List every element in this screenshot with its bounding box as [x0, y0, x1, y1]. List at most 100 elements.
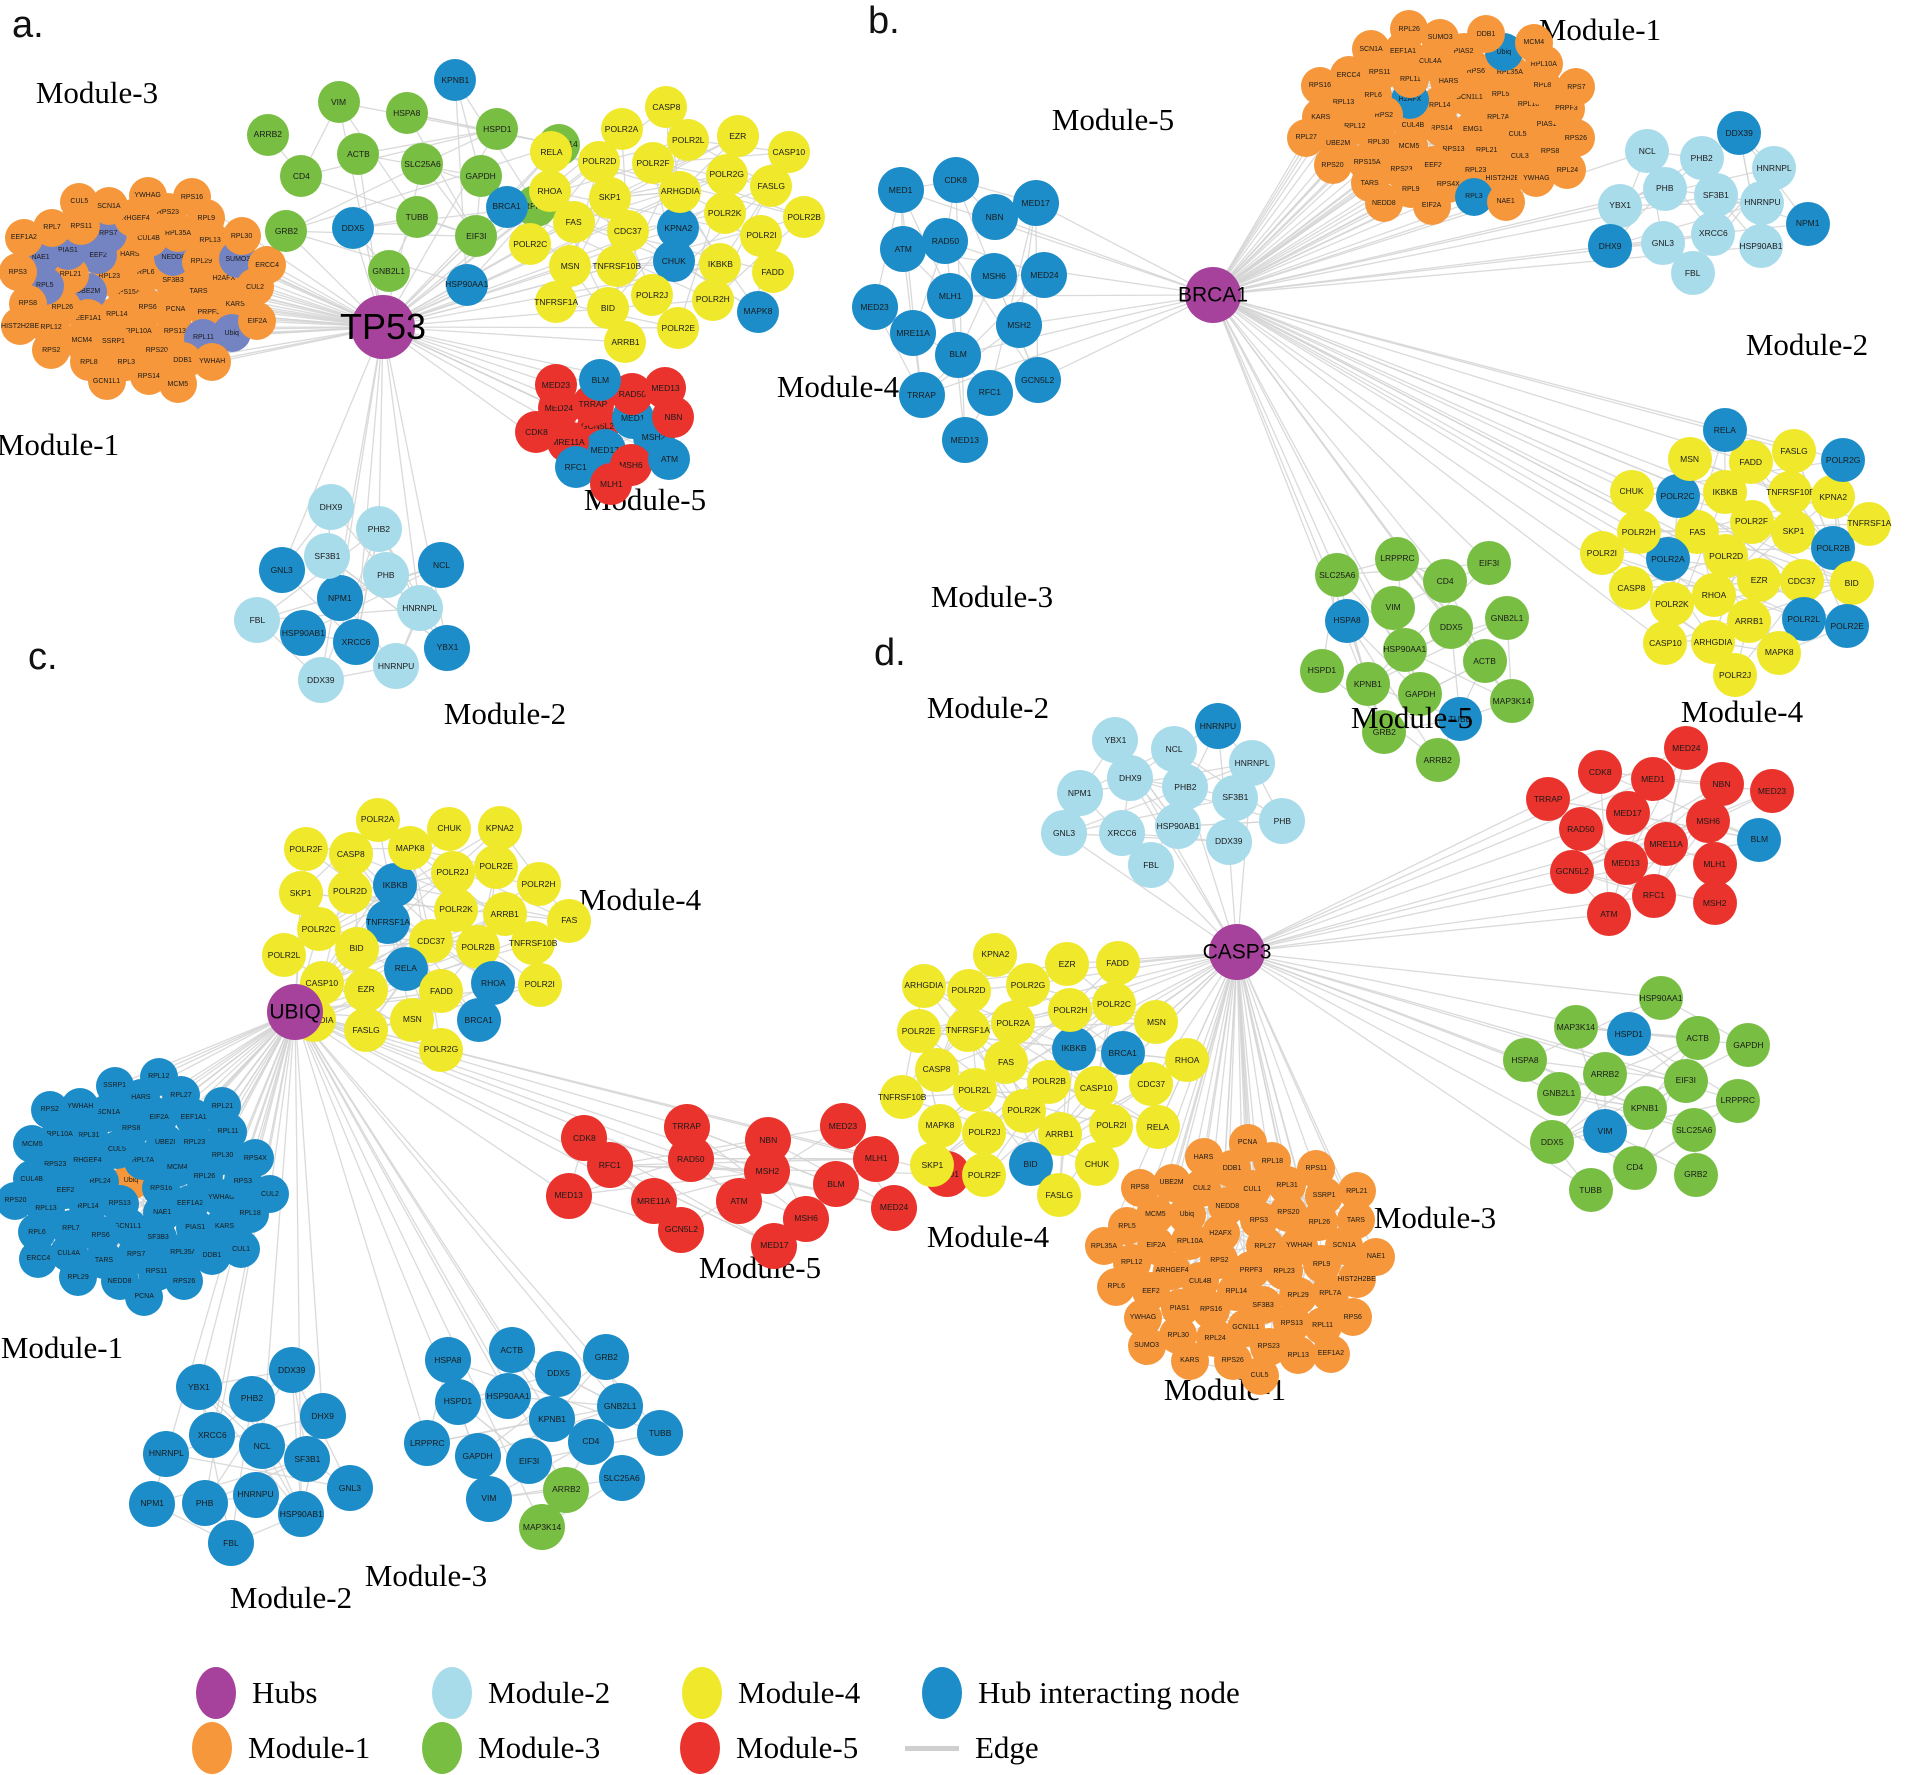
network-node[interactable]: RPS26: [165, 1262, 204, 1301]
network-node[interactable]: NAE1: [1357, 1237, 1395, 1276]
network-node[interactable]: RPL21: [203, 1087, 242, 1126]
network-node[interactable]: POLR2E: [657, 306, 700, 349]
network-node[interactable]: GCN5L2: [1014, 356, 1061, 403]
network-node[interactable]: TNFRSF10B: [592, 244, 641, 287]
network-node[interactable]: MED17: [1012, 179, 1059, 226]
network-node[interactable]: EZR: [344, 967, 389, 1012]
network-node[interactable]: MED24: [1021, 251, 1068, 298]
network-node[interactable]: YWHAG: [128, 176, 167, 215]
network-node[interactable]: CDC37: [1129, 1061, 1174, 1106]
network-node[interactable]: MAP3K14: [1489, 679, 1534, 724]
network-node[interactable]: RPS8: [1120, 1168, 1159, 1207]
network-node[interactable]: HIST2H2BE: [1, 307, 39, 346]
network-node[interactable]: LRPPRC: [404, 1420, 451, 1467]
network-node[interactable]: MSH6: [971, 253, 1018, 300]
network-node[interactable]: HSPD1: [476, 107, 519, 150]
network-node[interactable]: SSRP1: [95, 1066, 134, 1105]
network-node[interactable]: RPS3: [0, 253, 37, 292]
network-node[interactable]: CUL1: [222, 1230, 261, 1269]
network-node[interactable]: HSPA8: [424, 1337, 471, 1384]
network-node[interactable]: POLR2D: [328, 869, 373, 914]
network-node[interactable]: SLC25A6: [598, 1455, 645, 1502]
network-node[interactable]: MLH1: [927, 272, 974, 319]
network-node[interactable]: HSP90AB1: [1738, 224, 1783, 269]
network-node[interactable]: ARHGDIA: [901, 963, 946, 1008]
network-node[interactable]: POLR2C: [509, 223, 552, 266]
network-node[interactable]: RPL21: [1337, 1172, 1376, 1211]
network-node[interactable]: BID: [586, 287, 629, 330]
network-node[interactable]: DDX39: [1717, 111, 1762, 156]
network-node[interactable]: HNRNPL: [143, 1430, 190, 1477]
network-node[interactable]: POLR2C: [1655, 474, 1700, 519]
network-node[interactable]: VIM: [1371, 585, 1416, 630]
network-node[interactable]: XRCC6: [333, 619, 380, 666]
network-node[interactable]: RPL3: [1454, 177, 1493, 216]
network-node[interactable]: MED23: [819, 1103, 866, 1150]
network-node[interactable]: HSPD1: [1299, 648, 1344, 693]
network-node[interactable]: BLM: [812, 1161, 859, 1208]
network-node[interactable]: KPNB1: [434, 59, 477, 102]
network-node[interactable]: DDX39: [297, 657, 344, 704]
network-node[interactable]: ACTB: [1462, 639, 1507, 684]
network-node[interactable]: DHX9: [307, 484, 354, 531]
network-node[interactable]: POLR2H: [691, 278, 734, 321]
network-node[interactable]: NCL: [1151, 726, 1198, 773]
network-node[interactable]: NCL: [1625, 129, 1670, 174]
network-node[interactable]: PCNA: [1228, 1123, 1267, 1162]
network-node[interactable]: PHB2: [228, 1375, 275, 1422]
network-node[interactable]: CASP8: [1609, 565, 1654, 610]
network-node[interactable]: FAS: [547, 898, 592, 943]
network-node[interactable]: NCL: [418, 541, 465, 588]
network-node[interactable]: EZR: [1737, 558, 1782, 603]
network-node[interactable]: KPNA2: [973, 932, 1018, 977]
network-node[interactable]: HSPA8: [385, 92, 428, 135]
network-node[interactable]: HNRNPU: [232, 1471, 279, 1518]
network-node[interactable]: RPS16: [172, 178, 211, 217]
network-node[interactable]: RPS6: [1333, 1298, 1372, 1337]
network-node[interactable]: NCL: [239, 1423, 286, 1470]
network-node[interactable]: RHOA: [471, 961, 516, 1006]
network-node[interactable]: HNRNPU: [373, 643, 420, 690]
network-node[interactable]: HSP90AA1: [1638, 975, 1683, 1020]
network-node[interactable]: SLC25A6: [1672, 1107, 1717, 1152]
network-node[interactable]: MED17: [751, 1222, 798, 1269]
network-node[interactable]: ARRB1: [604, 321, 647, 364]
network-node[interactable]: CDK8: [561, 1114, 608, 1161]
network-node[interactable]: KPNB1: [529, 1395, 576, 1442]
network-node[interactable]: RPL26: [1390, 10, 1429, 49]
network-node[interactable]: MED13: [941, 417, 988, 464]
network-node[interactable]: CASP10: [767, 131, 810, 174]
network-node[interactable]: FADD: [1728, 440, 1773, 485]
network-node[interactable]: HSP90AB1: [1155, 803, 1202, 850]
network-node[interactable]: POLR2A: [600, 107, 643, 150]
network-node[interactable]: LRPPRC: [1715, 1078, 1760, 1123]
network-node[interactable]: POLR2I: [1089, 1103, 1134, 1148]
network-node[interactable]: PHB: [362, 551, 409, 598]
network-node[interactable]: CASP10: [1643, 621, 1688, 666]
network-node[interactable]: HNRNPU: [1194, 703, 1241, 750]
network-node[interactable]: DDB1: [1467, 15, 1506, 53]
hub-node-BRCA1[interactable]: BRCA1: [1178, 267, 1248, 323]
network-node[interactable]: DHX9: [1107, 755, 1154, 802]
network-node[interactable]: TUBB: [1568, 1168, 1613, 1213]
network-node[interactable]: MLH1: [590, 463, 633, 506]
network-node[interactable]: POLR2J: [962, 1110, 1007, 1155]
network-node[interactable]: MED1: [1630, 756, 1675, 801]
network-node[interactable]: RPL30: [222, 217, 261, 256]
network-node[interactable]: KPNB1: [1622, 1085, 1667, 1130]
network-node[interactable]: IKBKB: [1052, 1026, 1097, 1071]
network-node[interactable]: CDK8: [932, 157, 979, 204]
network-node[interactable]: MCM4: [1514, 23, 1553, 62]
network-node[interactable]: TUBB: [637, 1409, 684, 1456]
network-node[interactable]: KARS: [1170, 1341, 1209, 1380]
network-node[interactable]: EEF1A2: [1311, 1334, 1350, 1373]
network-node[interactable]: POLR2L: [262, 933, 307, 978]
network-node[interactable]: GNB2L1: [1536, 1071, 1581, 1116]
network-node[interactable]: BRCA1: [456, 998, 501, 1043]
network-node[interactable]: RELA: [1702, 408, 1747, 453]
network-node[interactable]: FADD: [751, 250, 794, 293]
network-node[interactable]: POLR2H: [516, 862, 561, 907]
network-node[interactable]: MCM5: [158, 365, 197, 403]
network-node[interactable]: POLR2J: [1713, 652, 1758, 697]
network-node[interactable]: NPM1: [316, 575, 363, 621]
